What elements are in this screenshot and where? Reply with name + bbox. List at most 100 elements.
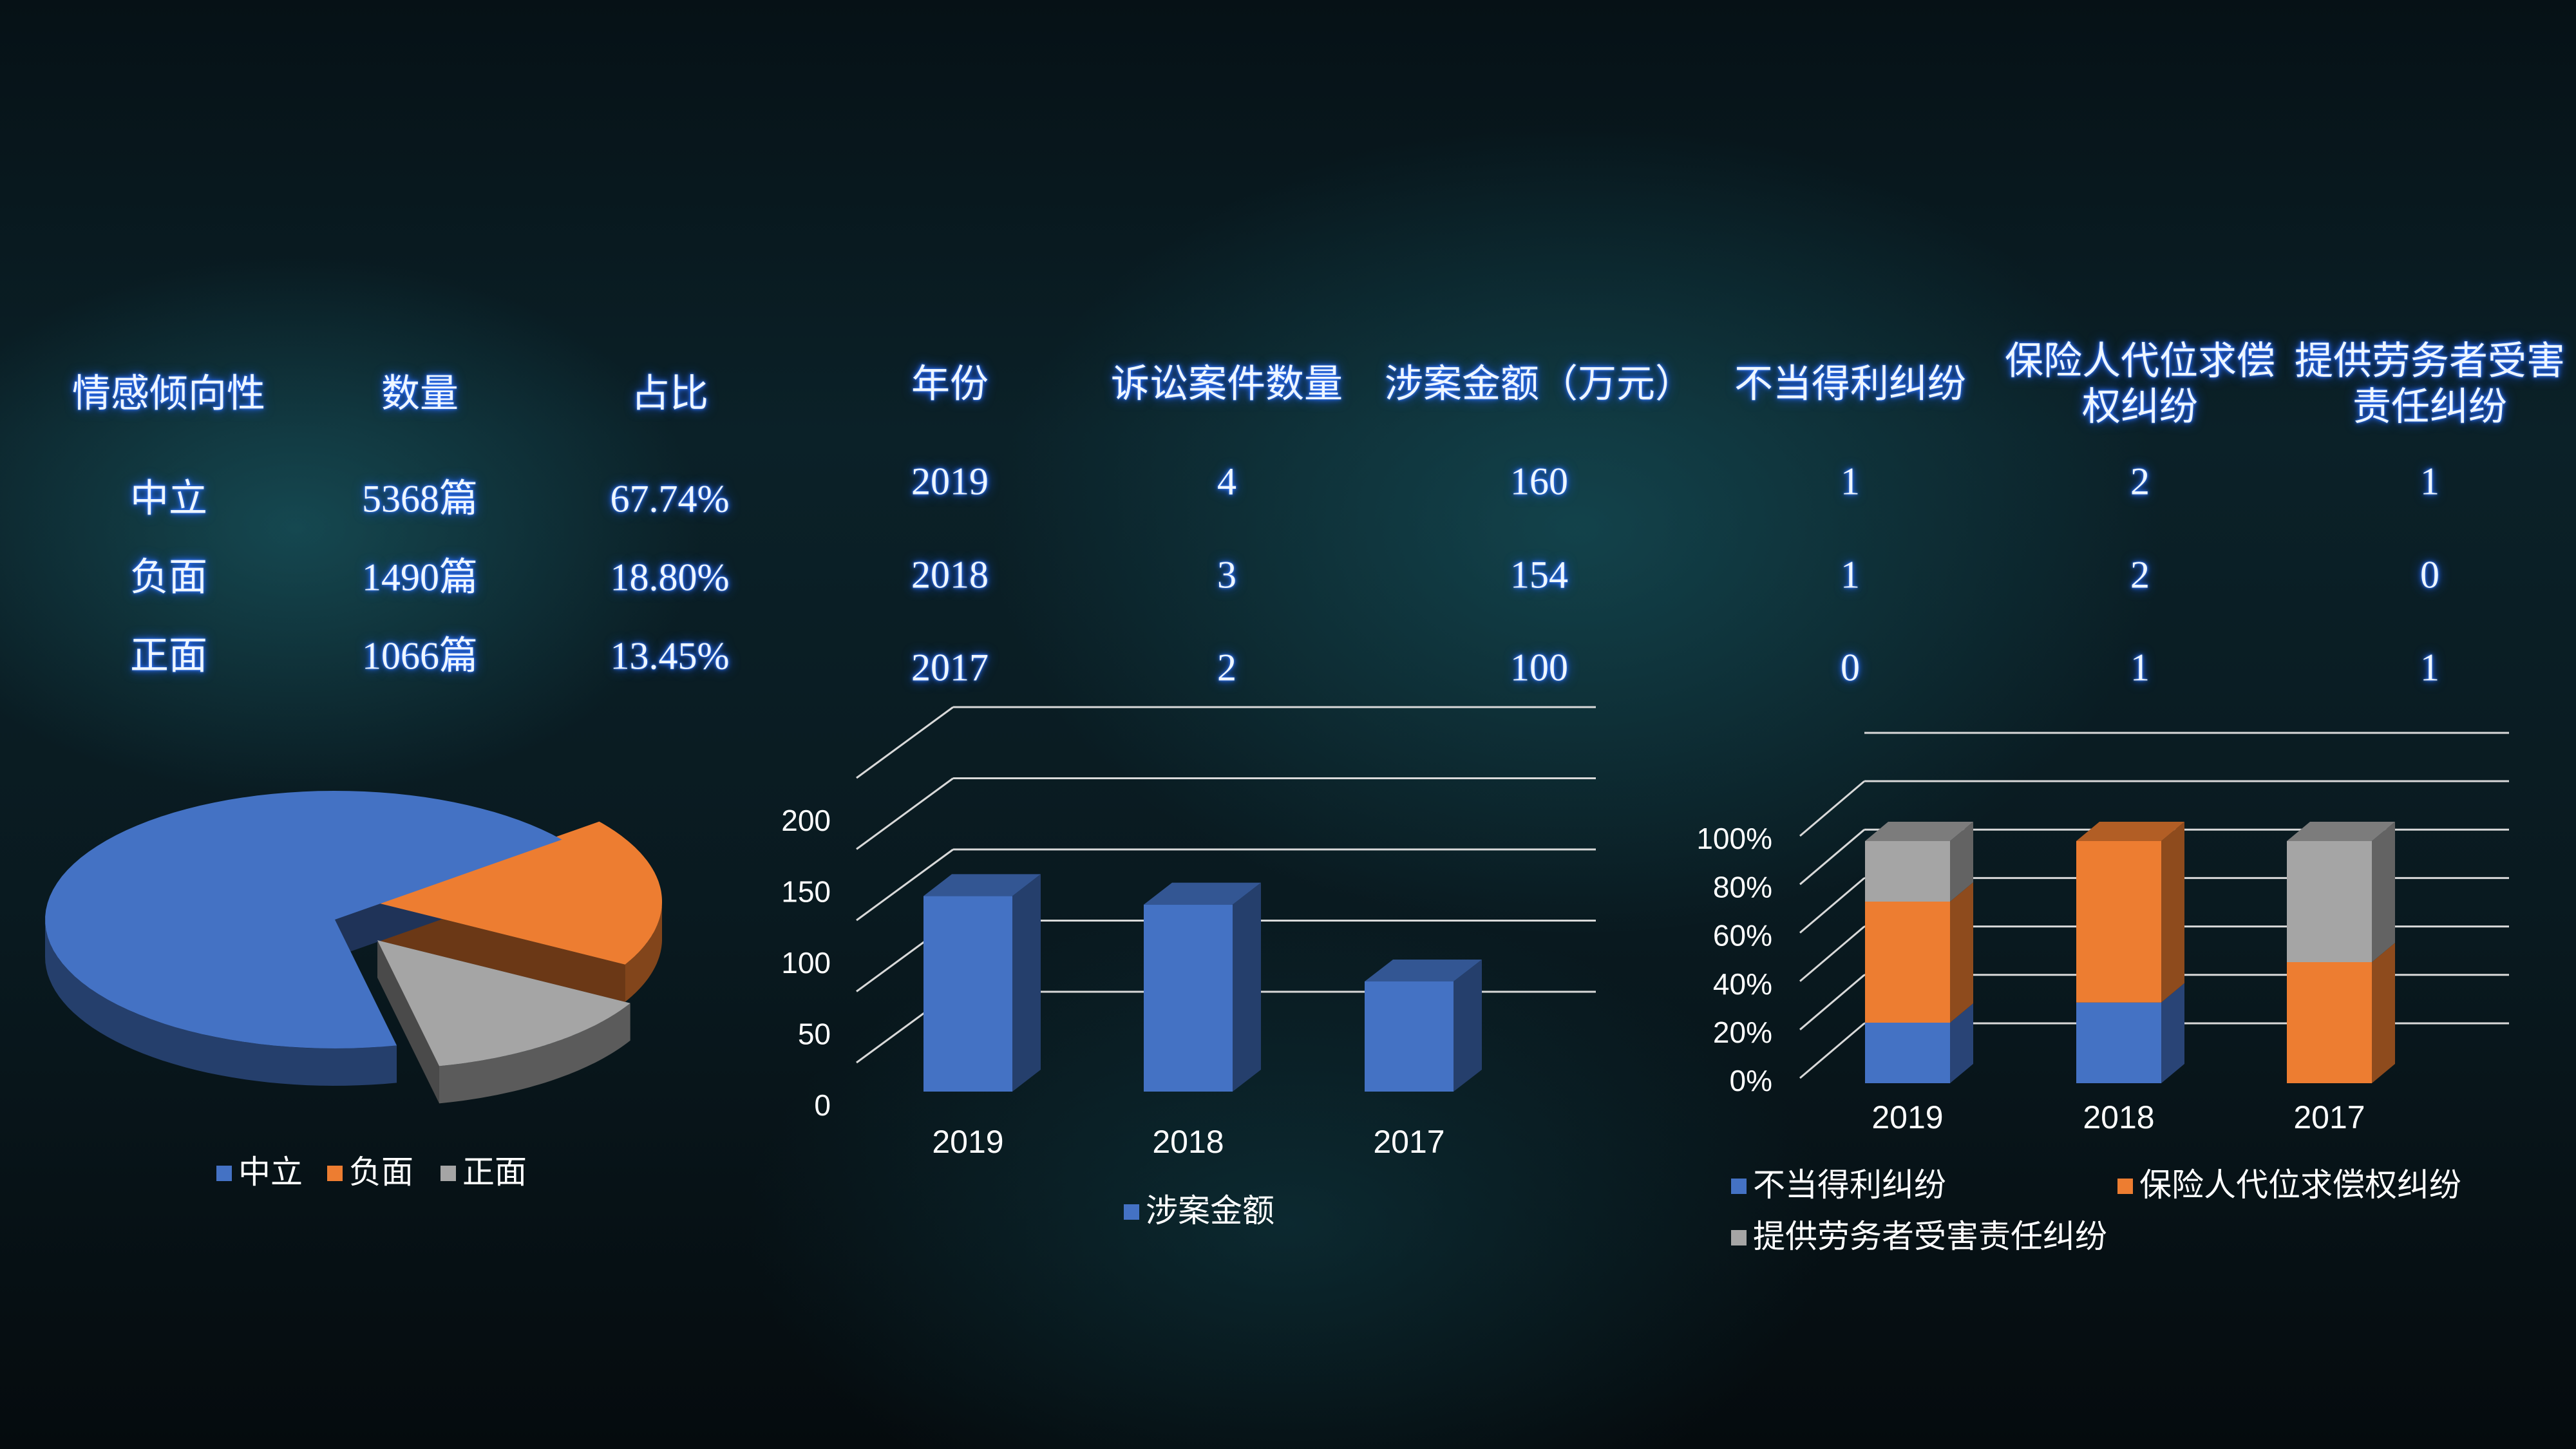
case-cell: 2 [1217,646,1236,689]
sentiment-cell: 67.74% [610,477,730,520]
sentiment-cell: 5368篇 [362,477,478,520]
bar-2018 [1144,904,1233,1092]
case-cell: 1 [2420,460,2439,503]
stack-top [1865,822,1973,841]
pie-legend-中立-swatch [216,1166,232,1181]
y-tick-label: 150 [781,875,831,909]
x-tick-label: 2017 [2293,1099,2365,1135]
gridline-diagonal [1799,780,1865,837]
stack-legend-保险人代位求偿权纠纷-swatch [2117,1179,2133,1194]
stack-2017-提供劳务者受害责任纠纷 [2287,841,2372,962]
case-header: 涉案金额（万元） [1385,361,1694,407]
case-header: 年份 [911,361,989,407]
y-tick-label: 20% [1713,1016,1772,1049]
x-tick-label: 2018 [1152,1124,1224,1160]
bar-legend-涉案金额: 涉案金额 [1146,1193,1274,1229]
gridline-diagonal [1799,877,1865,934]
bar-top [1144,882,1261,905]
gridline-diagonal [1799,974,1865,1030]
gridline-diagonal [1799,1022,1865,1079]
case-cell: 1 [2130,646,2150,689]
stack-legend-提供劳务者受害责任纠纷-swatch [1731,1230,1747,1245]
sentiment-cell: 18.80% [610,556,730,599]
case-cell: 0 [1841,646,1860,689]
stack-2019-不当得利纠纷 [1865,1023,1950,1083]
case-header: 提供劳务者受害 责任纠纷 [2295,339,2565,430]
stack-side [2372,822,2395,962]
y-tick-label: 50 [798,1018,831,1051]
stack-2018-保险人代位求偿权纠纷 [2076,841,2161,1003]
case-cell: 2017 [911,646,989,689]
bar-top [1365,960,1482,981]
stack-side [2161,983,2184,1083]
gridline-diagonal [856,777,954,850]
case-cell: 100 [1510,646,1568,689]
y-tick-label: 80% [1713,870,1772,904]
stack-legend-不当得利纠纷: 不当得利纠纷 [1753,1167,1946,1203]
stack-2017-保险人代位求偿权纠纷 [2287,962,2372,1083]
case-cell: 1 [1841,460,1860,503]
y-tick-label: 100 [781,946,831,980]
stack-2019-保险人代位求偿权纠纷 [1865,902,1950,1023]
case-cell: 2019 [911,460,989,503]
sentiment-header: 情感倾向性 [72,371,265,417]
sentiment-cell: 1066篇 [362,634,478,677]
sentiment-header: 占比 [631,371,708,417]
case-header: 保险人代位求偿 权纠纷 [2005,339,2275,430]
y-tick-label: 0% [1730,1064,1772,1097]
pie-slice-side [625,902,662,1002]
stack-side [2161,822,2184,1003]
pie-slice-中立 [45,791,562,1048]
pie-legend-负面-swatch [327,1166,343,1181]
pie-legend-正面-swatch [440,1166,456,1181]
case-cell: 3 [1217,553,1236,596]
y-tick-label: 60% [1713,919,1772,952]
stack-top [2076,822,2184,841]
case-header: 诉讼案件数量 [1111,361,1343,407]
sentiment-cell: 负面 [130,554,207,600]
pie-slice-cut [377,940,440,1104]
y-tick-label: 0 [814,1088,831,1122]
bar-side [1012,874,1041,1092]
case-cell: 160 [1510,460,1568,503]
bar-side [1233,882,1261,1092]
pie-slice-负面 [372,821,662,965]
bar-2019 [923,896,1012,1092]
stack-side [1950,822,1973,902]
stack-2018-不当得利纠纷 [2076,1002,2161,1083]
case-header: 不当得利纠纷 [1734,361,1966,407]
sentiment-header: 数量 [381,371,459,417]
pie-slice-side [439,1003,630,1104]
pie-legend-中立: 中立 [238,1154,303,1190]
stack-legend-提供劳务者受害责任纠纷: 提供劳务者受害责任纠纷 [1753,1218,2107,1255]
y-tick-label: 100% [1696,822,1772,855]
case-cell: 1 [2420,646,2439,689]
case-cell: 2 [2130,460,2150,503]
case-cell: 4 [1217,460,1236,503]
y-tick-label: 200 [781,804,831,837]
stack-top [2287,822,2395,841]
sentiment-cell: 13.45% [610,634,730,677]
bar-legend-涉案金额-swatch [1124,1204,1139,1220]
x-tick-label: 2017 [1373,1124,1444,1160]
sentiment-cell: 中立 [130,476,207,522]
bar-side [1454,960,1482,1092]
gridline-diagonal [856,706,954,779]
stack-side [1950,882,1973,1023]
stack-legend-不当得利纠纷-swatch [1731,1179,1747,1194]
stack-side [2372,943,2395,1083]
case-cell: 1 [1841,553,1860,596]
stack-legend-保险人代位求偿权纠纷: 保险人代位求偿权纠纷 [2139,1167,2461,1203]
gridline-diagonal [856,848,954,922]
x-tick-label: 2018 [2083,1099,2154,1135]
pie-slice-side [45,920,397,1086]
gridline-diagonal [1799,829,1865,886]
pie-legend-负面: 负面 [349,1154,413,1190]
y-tick-label: 40% [1713,967,1772,1001]
case-cell: 154 [1510,553,1568,596]
bar-2017 [1365,981,1454,1092]
sentiment-cell: 正面 [130,633,207,679]
